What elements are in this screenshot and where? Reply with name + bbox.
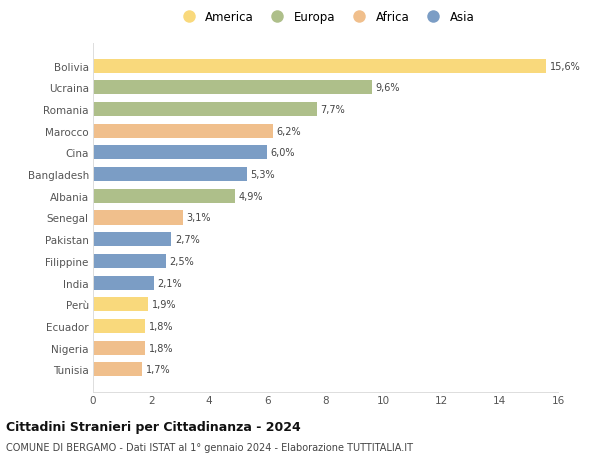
Text: 1,7%: 1,7% bbox=[146, 364, 170, 375]
Bar bbox=[93, 146, 268, 160]
Bar bbox=[93, 341, 145, 355]
Bar bbox=[93, 168, 247, 182]
Text: 1,8%: 1,8% bbox=[149, 343, 173, 353]
Bar bbox=[93, 211, 183, 225]
Text: 2,7%: 2,7% bbox=[175, 235, 200, 245]
Text: 3,1%: 3,1% bbox=[187, 213, 211, 223]
Text: COMUNE DI BERGAMO - Dati ISTAT al 1° gennaio 2024 - Elaborazione TUTTITALIA.IT: COMUNE DI BERGAMO - Dati ISTAT al 1° gen… bbox=[6, 442, 413, 452]
Text: 4,9%: 4,9% bbox=[239, 191, 263, 202]
Bar bbox=[93, 60, 547, 73]
Bar bbox=[93, 363, 142, 376]
Text: 2,5%: 2,5% bbox=[169, 256, 194, 266]
Text: 6,0%: 6,0% bbox=[271, 148, 295, 158]
Bar bbox=[93, 124, 273, 139]
Text: Cittadini Stranieri per Cittadinanza - 2024: Cittadini Stranieri per Cittadinanza - 2… bbox=[6, 420, 301, 433]
Bar bbox=[93, 254, 166, 269]
Bar bbox=[93, 233, 172, 246]
Text: 9,6%: 9,6% bbox=[376, 83, 400, 93]
Text: 1,9%: 1,9% bbox=[152, 300, 176, 310]
Bar bbox=[93, 276, 154, 290]
Text: 5,3%: 5,3% bbox=[251, 170, 275, 180]
Text: 1,8%: 1,8% bbox=[149, 321, 173, 331]
Bar bbox=[93, 297, 148, 312]
Text: 2,1%: 2,1% bbox=[158, 278, 182, 288]
Bar bbox=[93, 103, 317, 117]
Legend: America, Europa, Africa, Asia: America, Europa, Africa, Asia bbox=[177, 11, 474, 24]
Bar bbox=[93, 319, 145, 333]
Bar bbox=[93, 81, 372, 95]
Text: 15,6%: 15,6% bbox=[550, 62, 581, 72]
Bar bbox=[93, 190, 235, 203]
Text: 6,2%: 6,2% bbox=[277, 126, 301, 136]
Text: 7,7%: 7,7% bbox=[320, 105, 345, 115]
